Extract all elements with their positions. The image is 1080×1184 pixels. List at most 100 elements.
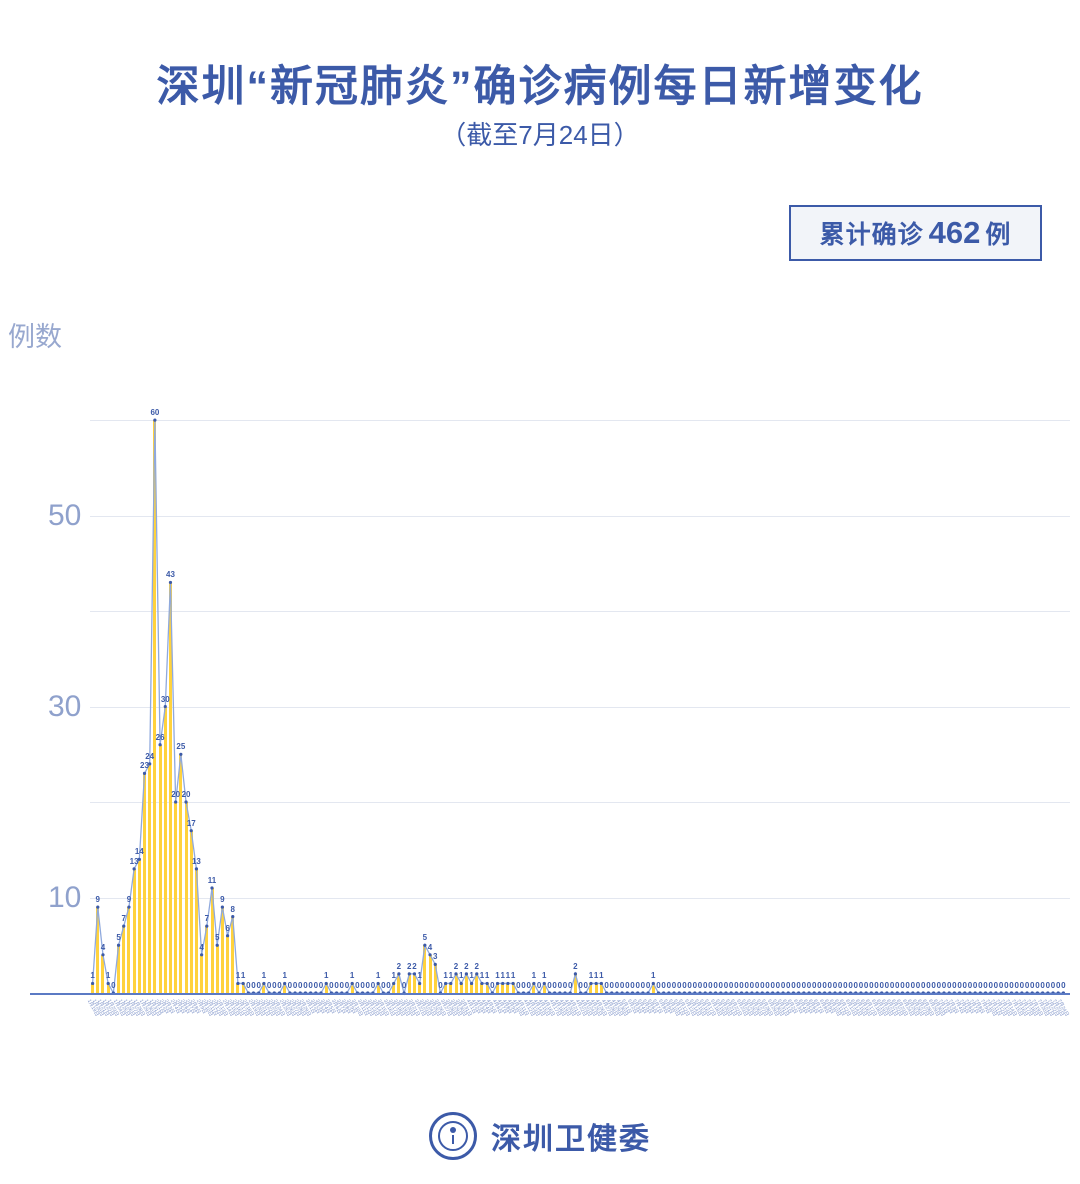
- bar: [163, 706, 167, 993]
- data-label: 1: [261, 971, 267, 981]
- bar: [117, 945, 121, 993]
- bar: [148, 763, 152, 993]
- data-label: 0: [978, 981, 983, 990]
- data-label: 0: [895, 981, 900, 990]
- data-label: 0: [557, 981, 563, 990]
- data-label: 0: [936, 981, 942, 990]
- data-label: 4: [199, 942, 204, 952]
- data-label: 0: [853, 981, 858, 990]
- data-point: [179, 752, 183, 756]
- gridline: [90, 611, 1070, 613]
- data-point: [168, 580, 173, 585]
- data-label: 20: [171, 790, 181, 800]
- data-label: 2: [412, 961, 417, 971]
- data-label: 5: [214, 933, 220, 943]
- data-point: [501, 981, 505, 986]
- data-label: 13: [129, 856, 139, 866]
- data-label: 2: [453, 961, 459, 971]
- data-label: 0: [822, 981, 827, 990]
- y-axis-tick-50: 50: [48, 498, 82, 532]
- chart-line-overlay: [90, 418, 1066, 996]
- data-label: 6: [225, 923, 230, 933]
- data-label: 0: [843, 981, 848, 990]
- data-label: 0: [645, 981, 651, 990]
- data-point: [480, 981, 484, 986]
- data-label: 0: [946, 981, 952, 990]
- gridline: [90, 802, 1070, 804]
- data-label: 1: [505, 971, 511, 981]
- data-label: 0: [749, 981, 755, 990]
- bar: [485, 983, 489, 993]
- data-point: [158, 743, 162, 747]
- data-point: [236, 981, 240, 986]
- badge-value: 462: [928, 215, 981, 250]
- data-label: 0: [1040, 981, 1045, 990]
- bar: [106, 983, 110, 993]
- bar: [433, 964, 437, 993]
- bar: [189, 830, 193, 993]
- data-label: 0: [827, 981, 833, 990]
- bar: [174, 802, 178, 993]
- bar: [262, 983, 266, 993]
- badge-suffix-label: 例: [985, 221, 1012, 249]
- data-label: 0: [334, 981, 339, 990]
- bar: [397, 973, 401, 993]
- data-label: 0: [619, 981, 625, 990]
- data-label: 0: [972, 981, 978, 990]
- data-label: 0: [339, 981, 345, 990]
- bar: [428, 954, 432, 993]
- bar: [444, 983, 448, 993]
- data-label: 0: [562, 981, 568, 990]
- data-point: [225, 934, 230, 938]
- bar: [210, 887, 214, 993]
- data-point: [532, 981, 536, 986]
- data-label: 0: [905, 981, 910, 990]
- bar: [91, 983, 95, 993]
- data-label: 0: [863, 981, 869, 990]
- bar: [392, 983, 396, 993]
- bar: [532, 983, 536, 993]
- data-label: 0: [661, 981, 666, 990]
- data-label: 0: [360, 981, 365, 990]
- bar: [496, 983, 500, 993]
- trend-line: [91, 420, 1064, 996]
- data-label: 1: [90, 971, 95, 981]
- data-label: 4: [427, 942, 433, 952]
- data-label: 0: [708, 981, 713, 990]
- data-label: 1: [469, 971, 474, 981]
- data-label: 0: [983, 981, 988, 990]
- bar: [205, 926, 209, 993]
- data-label: 1: [588, 971, 594, 981]
- data-label: 0: [780, 981, 786, 990]
- data-point: [163, 704, 167, 709]
- data-label: 0: [1035, 981, 1040, 990]
- data-label: 0: [552, 981, 557, 990]
- footer: 深圳卫健委: [0, 1112, 1080, 1160]
- page-subtitle: （截至7月24日）: [440, 120, 640, 150]
- data-label: 7: [121, 914, 126, 924]
- data-label: 0: [801, 981, 807, 990]
- data-label: 0: [1055, 981, 1061, 990]
- data-label: 0: [728, 981, 734, 990]
- data-label: 0: [521, 981, 526, 990]
- data-label: 13: [191, 856, 201, 866]
- bar: [231, 916, 235, 993]
- data-label: 0: [817, 981, 822, 990]
- health-commission-emblem-icon: [429, 1112, 477, 1160]
- data-label: 0: [869, 981, 874, 990]
- data-point: [205, 924, 209, 928]
- data-label: 0: [967, 981, 973, 990]
- data-label: 1: [448, 971, 454, 981]
- data-label: 0: [957, 981, 962, 990]
- data-label: 0: [609, 981, 614, 990]
- data-label: 0: [806, 981, 812, 990]
- data-point: [495, 981, 500, 986]
- data-label: 0: [671, 981, 677, 990]
- data-label: 1: [542, 971, 547, 981]
- footer-org-name: 深圳卫健委: [491, 1123, 651, 1156]
- data-point: [428, 953, 432, 957]
- bar: [122, 926, 126, 993]
- y-axis-tick-30: 30: [48, 689, 82, 723]
- data-label: 1: [495, 971, 500, 981]
- data-label: 0: [832, 981, 838, 990]
